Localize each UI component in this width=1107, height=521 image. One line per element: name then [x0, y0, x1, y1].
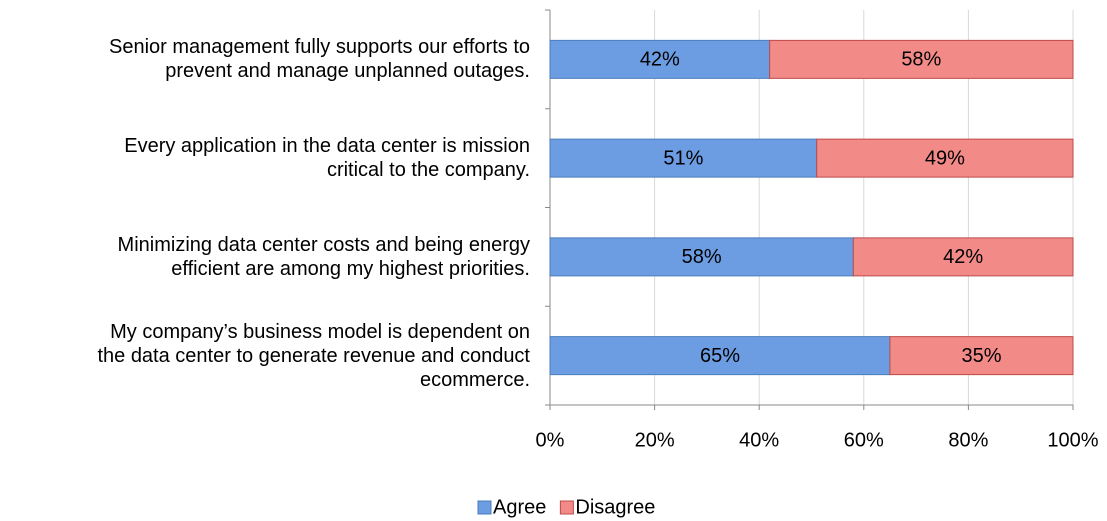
value-label: 42% — [943, 246, 983, 268]
x-tick-label: 100% — [1047, 429, 1098, 451]
x-tick-label: 0% — [536, 429, 565, 451]
value-label: 35% — [961, 345, 1001, 367]
x-tick-label: 40% — [739, 429, 779, 451]
value-label: 42% — [640, 49, 680, 71]
bar — [549, 39, 771, 79]
legend-swatch — [559, 500, 574, 515]
x-tick-label: 20% — [635, 429, 675, 451]
bar — [889, 336, 1074, 376]
bar — [816, 138, 1074, 178]
category-label: Minimizing data center costs and being e… — [117, 233, 530, 280]
value-label: 58% — [682, 246, 722, 268]
value-label: 49% — [925, 147, 965, 169]
legend-label: Agree — [493, 496, 546, 518]
value-label: 58% — [901, 49, 941, 71]
category-label: Senior management fully supports our eff… — [109, 36, 530, 83]
bar — [549, 138, 818, 178]
category-label: Every application in the data center is … — [124, 135, 530, 182]
category-label: My company’s business model is dependent… — [97, 320, 530, 391]
value-label: 65% — [700, 345, 740, 367]
value-label: 51% — [663, 147, 703, 169]
x-tick-label: 60% — [844, 429, 884, 451]
bar — [852, 237, 1074, 277]
bar — [549, 336, 891, 376]
legend-label: Disagree — [575, 496, 655, 518]
x-tick-label: 80% — [948, 429, 988, 451]
bar — [769, 39, 1074, 79]
bar — [549, 237, 854, 277]
legend-swatch — [477, 500, 492, 515]
